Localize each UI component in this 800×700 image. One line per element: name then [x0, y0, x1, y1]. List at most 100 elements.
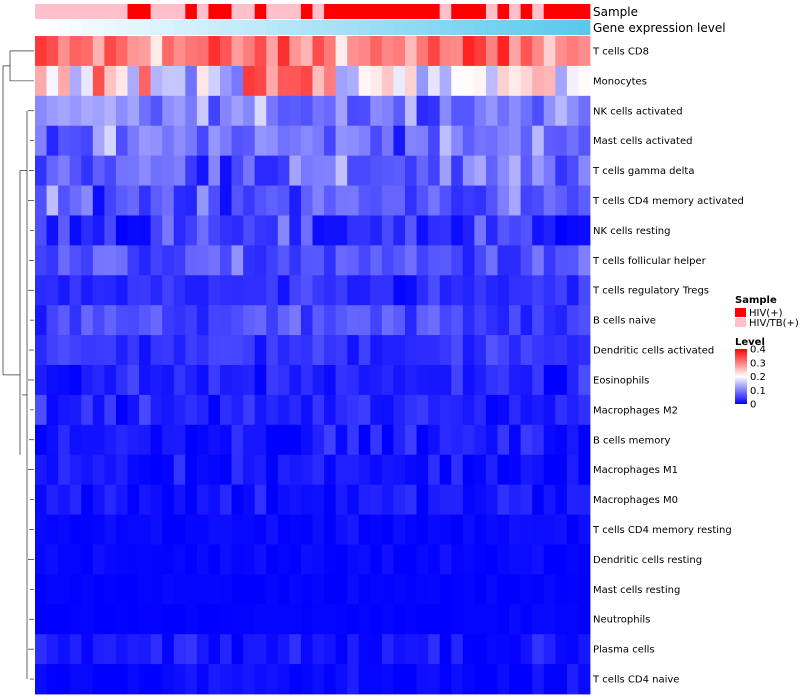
- heatmap-cell: [254, 514, 267, 545]
- heatmap-cell: [162, 155, 175, 186]
- heatmap-cell: [185, 245, 198, 276]
- heatmap-cell: [439, 275, 452, 306]
- heatmap-cell: [497, 514, 510, 545]
- heatmap-cell: [139, 424, 152, 456]
- heatmap-cell: [69, 36, 82, 67]
- heatmap-cell: [416, 185, 429, 216]
- heatmap-cell: [497, 634, 510, 665]
- heatmap-cell: [231, 574, 244, 605]
- heatmap-cell: [578, 95, 591, 127]
- heatmap-cell: [451, 604, 464, 635]
- heatmap-cell: [347, 484, 360, 515]
- heatmap-cell: [578, 484, 591, 515]
- heatmap-cell: [324, 424, 337, 456]
- heatmap-cell: [497, 305, 510, 336]
- heatmap-cell: [150, 544, 163, 575]
- heatmap-cell: [266, 275, 279, 306]
- heatmap-cell: [173, 664, 186, 695]
- heatmap-cell: [543, 574, 556, 605]
- heatmap-cell: [208, 36, 221, 67]
- heatmap-cell: [485, 245, 498, 276]
- heatmap-cell: [485, 544, 498, 575]
- heatmap-cell: [312, 574, 325, 605]
- heatmap-cell: [58, 275, 71, 306]
- heatmap-cell: [555, 335, 568, 366]
- heatmap-cell: [92, 514, 105, 545]
- heatmap-cell: [520, 36, 533, 67]
- heatmap-cell: [266, 245, 279, 276]
- heatmap-cell: [370, 514, 383, 545]
- heatmap-cell: [231, 95, 244, 127]
- heatmap-cell: [509, 155, 522, 186]
- heatmap-cell: [254, 215, 267, 246]
- heatmap-cell: [543, 424, 556, 456]
- expression-annotation-cell: [520, 20, 533, 35]
- heatmap-cell: [92, 95, 105, 127]
- heatmap-cell: [92, 215, 105, 246]
- heatmap-cell: [196, 664, 209, 695]
- heatmap-cell: [543, 544, 556, 575]
- heatmap-cell: [58, 394, 71, 426]
- heatmap-cell: [81, 634, 94, 665]
- heatmap-cell: [335, 454, 348, 486]
- heatmap-cell: [370, 95, 383, 127]
- expression-annotation-cell: [428, 20, 441, 35]
- expression-annotation-cell: [312, 20, 325, 35]
- sample-annotation-cell: [104, 4, 117, 19]
- heatmap-cell: [81, 155, 94, 186]
- expression-annotation-cell: [46, 20, 59, 35]
- heatmap-cell: [509, 275, 522, 306]
- heatmap-cell: [162, 484, 175, 515]
- heatmap-cell: [185, 424, 198, 456]
- heatmap-cell: [266, 544, 279, 575]
- heatmap-cell: [497, 95, 510, 127]
- row-label: NK cells resting: [593, 226, 670, 237]
- heatmap-cell: [393, 95, 406, 127]
- heatmap-cell: [162, 514, 175, 545]
- heatmap-cell: [566, 574, 579, 605]
- heatmap-cell: [243, 514, 256, 545]
- heatmap-cell: [185, 155, 198, 186]
- heatmap-cell: [462, 305, 475, 336]
- heatmap-cell: [324, 394, 337, 426]
- heatmap-cell: [578, 36, 591, 67]
- heatmap-cell: [462, 215, 475, 246]
- heatmap-cell: [254, 634, 267, 665]
- expression-annotation-cell: [208, 20, 221, 35]
- heatmap-cell: [81, 305, 94, 336]
- heatmap-cell: [266, 574, 279, 605]
- heatmap-cell: [405, 275, 417, 306]
- legend-colorbar: [735, 349, 747, 404]
- heatmap-cell: [81, 125, 94, 157]
- legend-tick-label: 0.2: [750, 372, 766, 383]
- heatmap-cell: [104, 604, 117, 635]
- heatmap-cell: [139, 65, 152, 97]
- heatmap-cell: [393, 514, 406, 545]
- row-label: NK cells activated: [593, 106, 683, 117]
- heatmap-cell: [92, 335, 105, 366]
- heatmap-cell: [555, 95, 568, 127]
- heatmap-cell: [416, 664, 429, 695]
- heatmap-cell: [69, 514, 82, 545]
- heatmap-cell: [405, 155, 417, 186]
- legend-tick-label: 0.1: [750, 386, 766, 397]
- heatmap-cell: [497, 365, 510, 396]
- heatmap-cell: [127, 664, 140, 695]
- sample-annotation-cell: [335, 4, 348, 19]
- heatmap-cell: [520, 215, 533, 246]
- heatmap-cell: [347, 155, 360, 186]
- expression-annotation-cell: [509, 20, 522, 35]
- expression-annotation-cell: [81, 20, 94, 35]
- heatmap-cell: [405, 335, 417, 366]
- heatmap-cell: [474, 155, 487, 186]
- heatmap-cell: [173, 95, 186, 127]
- heatmap-cell: [300, 65, 313, 97]
- heatmap-cell: [104, 514, 117, 545]
- heatmap-cell: [312, 335, 325, 366]
- heatmap-cell: [555, 275, 568, 306]
- heatmap-cell: [497, 215, 510, 246]
- heatmap-cell: [254, 36, 267, 67]
- heatmap-cell: [115, 365, 128, 396]
- heatmap-cell: [532, 604, 545, 635]
- heatmap-cell: [462, 574, 475, 605]
